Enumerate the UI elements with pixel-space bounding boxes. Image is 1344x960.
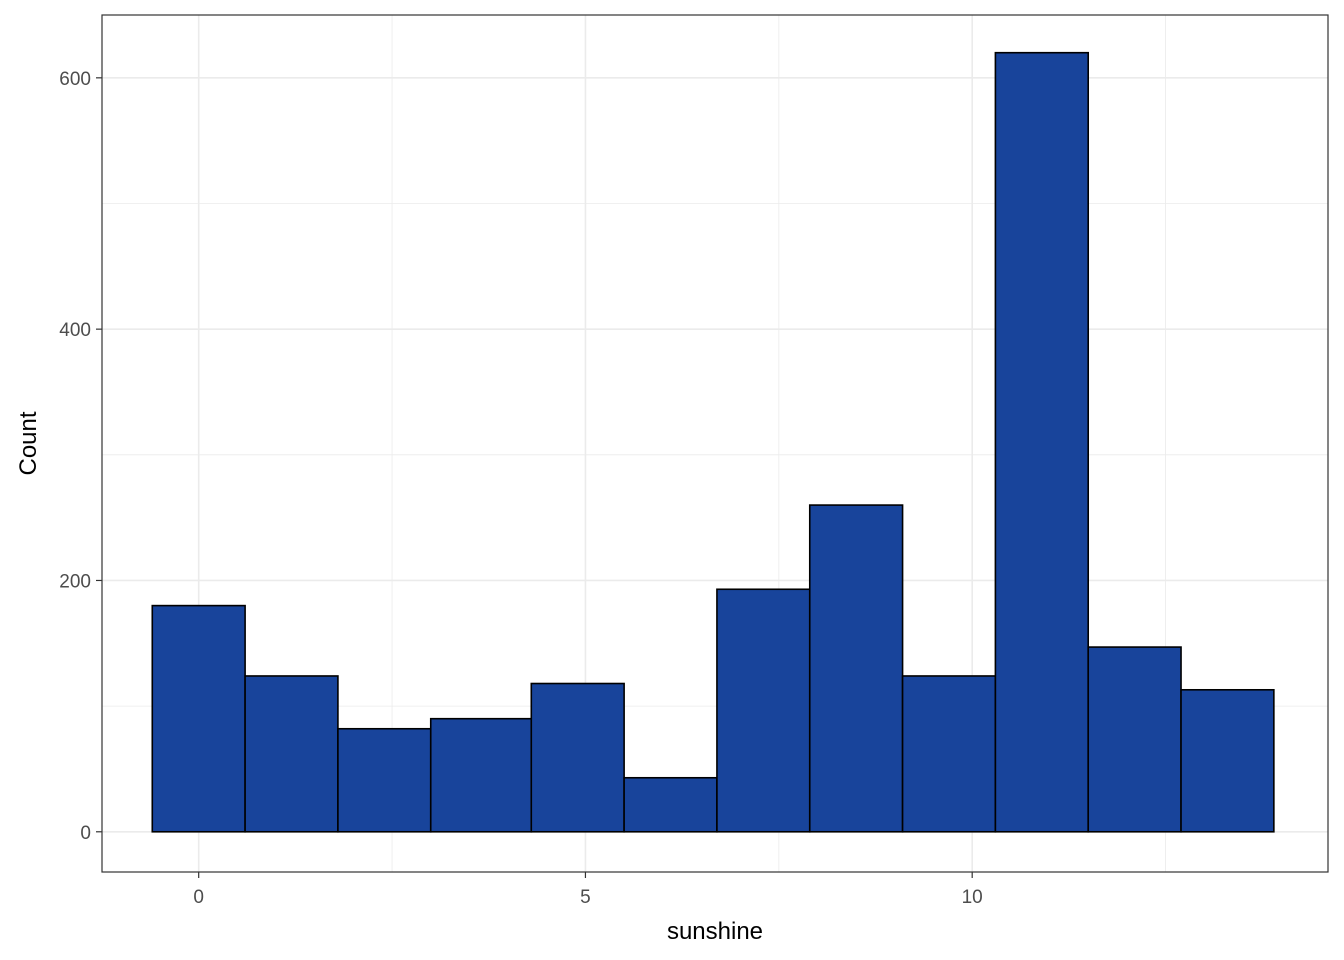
- panel-border: [101, 14, 1329, 873]
- x-tick-label: 10: [962, 887, 983, 908]
- histogram-bar: [808, 504, 904, 833]
- bars: [151, 51, 1275, 833]
- histogram-bar: [1180, 688, 1275, 833]
- y-tick-label: 0: [80, 823, 91, 844]
- histogram-bar: [337, 727, 432, 833]
- y-tick-label: 200: [59, 571, 91, 592]
- histogram-bar: [1087, 646, 1182, 833]
- y-axis-title: Count: [15, 411, 42, 475]
- y-tick-label: 400: [59, 320, 91, 341]
- histogram-bar: [151, 604, 246, 833]
- histogram-bar: [901, 675, 997, 833]
- histogram-bar: [530, 682, 625, 833]
- histogram-bar: [716, 588, 811, 833]
- tick-labels: 0 5 10 0 200 400 600: [59, 69, 982, 908]
- y-tick-label: 600: [59, 69, 91, 90]
- axis-ticks: [96, 77, 973, 878]
- x-tick-label: 0: [193, 887, 204, 908]
- x-tick-label: 5: [580, 887, 591, 908]
- histogram-bar: [994, 51, 1090, 833]
- histogram-bar: [623, 776, 718, 833]
- histogram-bar: [244, 675, 339, 833]
- x-axis-title: sunshine: [667, 918, 763, 945]
- histogram-bar: [429, 717, 533, 833]
